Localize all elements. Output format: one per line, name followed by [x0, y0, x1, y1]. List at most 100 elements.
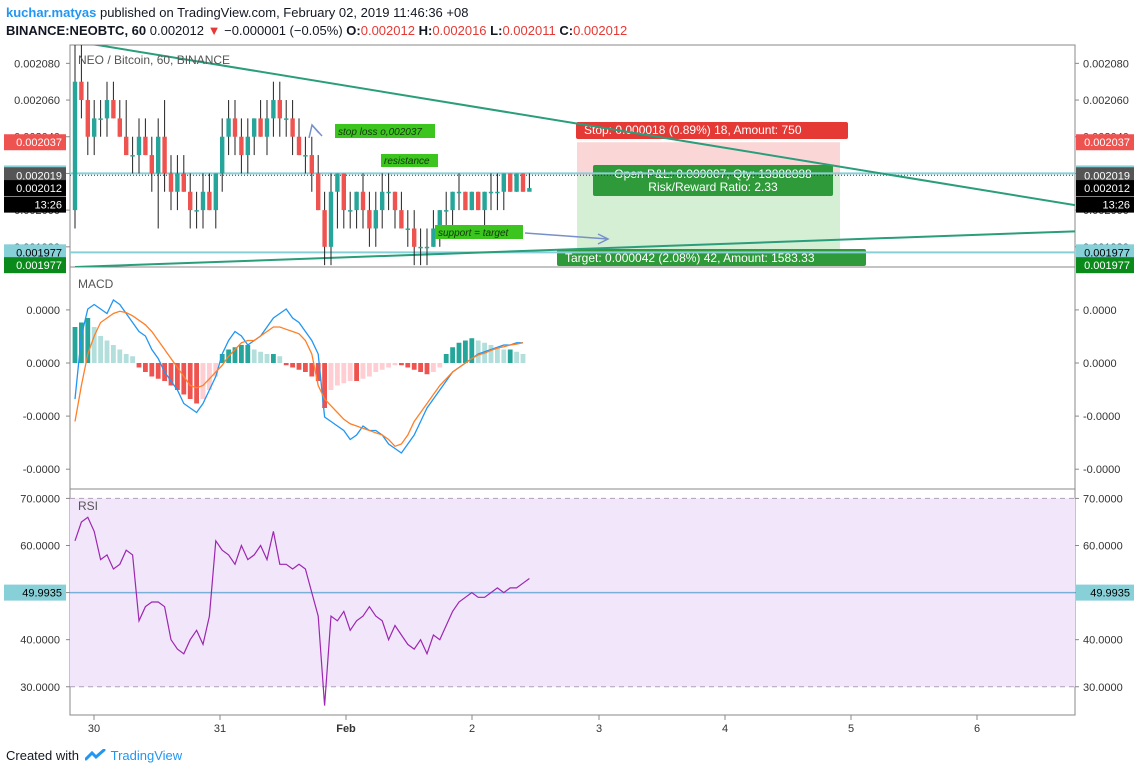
- histogram-bar: [392, 363, 398, 366]
- candle: [117, 118, 122, 137]
- rsi-pane[interactable]: RSI: [70, 497, 1075, 706]
- macd-pane[interactable]: MACD: [72, 277, 526, 454]
- tradingview-logo-icon: [84, 748, 106, 761]
- rsi-axis-tick: 70.0000: [20, 493, 60, 505]
- support-arrow[interactable]: [524, 232, 609, 240]
- histogram-bar: [341, 363, 347, 384]
- axis-labels: 0.0020800.0020800.0020600.0020600.002040…: [4, 58, 1134, 735]
- candle: [207, 191, 212, 211]
- price-tag-label: 0.001977: [16, 260, 62, 272]
- histogram-bar: [181, 363, 187, 395]
- candle: [373, 210, 378, 229]
- histogram-bar: [347, 363, 353, 381]
- resistance-label: resistance: [384, 156, 430, 167]
- histogram-bar: [207, 363, 212, 390]
- rsi-axis-tick: 60.0000: [20, 541, 60, 553]
- horizontal-lines[interactable]: [70, 172, 1075, 254]
- histogram-bar: [175, 363, 180, 390]
- candle: [92, 118, 97, 137]
- candle: [162, 136, 167, 174]
- macd-axis-tick: -0.0000: [23, 411, 60, 423]
- histogram-bar: [405, 363, 411, 368]
- histogram-bar: [149, 363, 155, 377]
- histogram-bar: [264, 354, 270, 363]
- x-axis-tick: Feb: [336, 723, 356, 735]
- candle: [412, 228, 417, 247]
- candle: [456, 191, 462, 194]
- histogram-bar: [367, 363, 372, 377]
- price-tag-label: 0.002019: [16, 170, 62, 182]
- chart-header: kuchar.matyas published on TradingView.c…: [6, 4, 627, 40]
- price-tag: [4, 167, 66, 184]
- annotation-resistance[interactable]: resistance: [381, 154, 438, 167]
- histogram-bar: [245, 345, 251, 363]
- histogram-bar: [271, 354, 276, 363]
- candle: [188, 191, 193, 211]
- chart-frame: [69, 44, 1076, 716]
- price-tag-label: 0.002037: [16, 137, 62, 149]
- candle: [399, 210, 404, 229]
- price-tag: [4, 196, 66, 213]
- rsi-axis-tick: 30.0000: [20, 682, 60, 694]
- symbol-label[interactable]: BINANCE:NEOBTC, 60: [6, 23, 147, 38]
- price-pane[interactable]: Stop: 0.000018 (0.89%) 18, Amount: 750Op…: [70, 41, 1145, 267]
- trendline-descending: [91, 45, 1075, 207]
- x-axis-tick: 6: [974, 723, 980, 735]
- x-axis-tick: 5: [848, 723, 854, 735]
- tradingview-brand[interactable]: TradingView: [110, 748, 183, 763]
- x-axis-tick: 3: [596, 723, 602, 735]
- macd-lines: [74, 299, 524, 454]
- histogram-bar: [123, 354, 129, 363]
- candle: [104, 100, 110, 119]
- price-tag: [4, 244, 66, 261]
- published-text: published on TradingView.com, February 0…: [99, 5, 469, 20]
- down-triangle-icon: ▼: [207, 23, 221, 38]
- histogram-bar: [514, 351, 519, 363]
- histogram-bar: [91, 327, 97, 363]
- histogram-bar: [520, 354, 526, 363]
- histogram-bar: [111, 345, 116, 363]
- candle: [328, 191, 334, 247]
- histogram-bar: [463, 340, 468, 363]
- price-tag: [1076, 167, 1134, 184]
- candle: [424, 246, 430, 249]
- rsi-axis-tick: 70.0000: [1083, 493, 1123, 505]
- candle: [136, 136, 142, 156]
- arrow-head-icon: [597, 233, 610, 245]
- macd-axis-tick: -0.0000: [23, 464, 60, 476]
- price-tag: [1076, 257, 1134, 274]
- footer: Created with TradingView: [6, 748, 182, 763]
- histogram-bar: [98, 336, 103, 363]
- annotation-support[interactable]: support = target: [435, 225, 523, 239]
- candle: [437, 210, 442, 229]
- macd-line: [74, 299, 523, 454]
- price-tag-label: 0.001977: [1084, 260, 1130, 272]
- candle: [431, 228, 436, 247]
- candle: [476, 191, 481, 211]
- price-tag: [1076, 180, 1134, 197]
- histogram-bar: [386, 363, 391, 368]
- rsi-axis-tick: 40.0000: [20, 635, 60, 647]
- annotation-stop-loss[interactable]: stop loss o,002037: [335, 124, 435, 138]
- histogram-bar: [431, 363, 436, 372]
- histogram-bar: [232, 347, 238, 363]
- close-value: 0.002012: [573, 23, 628, 38]
- histogram-bar: [213, 363, 219, 377]
- trendlines[interactable]: [74, 41, 1145, 267]
- candle: [380, 191, 385, 211]
- price-tag-label: 13:26: [1102, 200, 1130, 212]
- histogram-bar: [488, 345, 494, 363]
- histogram-bar: [290, 363, 295, 368]
- histogram-bar: [322, 363, 327, 408]
- histogram-bar: [456, 342, 462, 363]
- chart-canvas[interactable]: Stop: 0.000018 (0.89%) 18, Amount: 750Op…: [0, 40, 1145, 745]
- price-tag: [1076, 134, 1134, 151]
- candle: [341, 173, 346, 211]
- histogram-bar: [79, 322, 84, 363]
- author-link[interactable]: kuchar.matyas: [6, 5, 97, 20]
- candle: [284, 118, 289, 120]
- support-label: support = target: [438, 228, 510, 239]
- candle: [450, 191, 455, 211]
- histogram-bar: [328, 363, 334, 390]
- histogram-bar: [104, 340, 110, 363]
